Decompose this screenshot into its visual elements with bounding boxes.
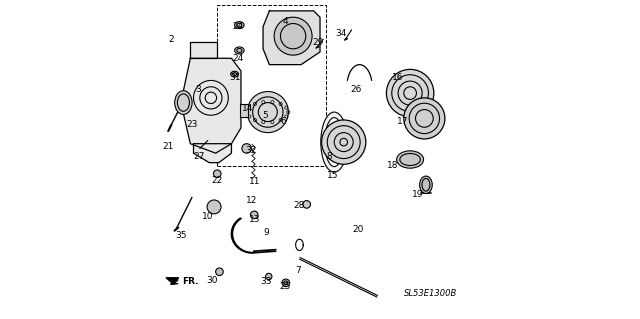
Circle shape bbox=[404, 98, 445, 139]
Text: 25: 25 bbox=[280, 282, 291, 291]
Text: SL53E1300B: SL53E1300B bbox=[404, 289, 458, 298]
Circle shape bbox=[387, 69, 434, 117]
Text: 8: 8 bbox=[326, 152, 332, 161]
Text: 2: 2 bbox=[168, 35, 174, 44]
Text: 24: 24 bbox=[232, 54, 243, 63]
Text: 15: 15 bbox=[327, 171, 339, 180]
Circle shape bbox=[213, 170, 221, 178]
Ellipse shape bbox=[235, 47, 244, 54]
Text: 28: 28 bbox=[294, 201, 305, 210]
Text: 30: 30 bbox=[207, 276, 218, 285]
Text: 14: 14 bbox=[241, 104, 253, 113]
Polygon shape bbox=[190, 42, 217, 58]
Text: 16: 16 bbox=[392, 73, 403, 82]
Circle shape bbox=[282, 279, 290, 286]
Polygon shape bbox=[181, 58, 241, 153]
Circle shape bbox=[207, 200, 221, 214]
Text: 21: 21 bbox=[162, 142, 173, 151]
Text: 24: 24 bbox=[232, 22, 243, 31]
Text: 3: 3 bbox=[195, 85, 201, 94]
Ellipse shape bbox=[324, 118, 344, 167]
Text: 31: 31 bbox=[229, 73, 241, 82]
Text: 13: 13 bbox=[250, 215, 261, 224]
Text: 5: 5 bbox=[262, 111, 268, 120]
Text: 33: 33 bbox=[260, 277, 272, 286]
Text: 10: 10 bbox=[202, 212, 214, 221]
Text: 35: 35 bbox=[175, 231, 187, 240]
Ellipse shape bbox=[230, 71, 239, 77]
Text: 11: 11 bbox=[250, 177, 261, 186]
Ellipse shape bbox=[321, 112, 348, 172]
Text: 7: 7 bbox=[295, 266, 301, 275]
Polygon shape bbox=[193, 144, 232, 163]
Text: 4: 4 bbox=[282, 18, 288, 26]
Circle shape bbox=[266, 273, 272, 280]
Circle shape bbox=[250, 211, 258, 219]
Text: 32: 32 bbox=[245, 145, 257, 154]
Ellipse shape bbox=[175, 91, 192, 115]
Text: 12: 12 bbox=[246, 196, 258, 205]
Polygon shape bbox=[263, 11, 320, 65]
Bar bbox=[240, 104, 248, 117]
Text: 19: 19 bbox=[412, 190, 424, 199]
Text: 22: 22 bbox=[212, 175, 223, 185]
Circle shape bbox=[247, 92, 289, 133]
Ellipse shape bbox=[235, 22, 244, 29]
Text: 20: 20 bbox=[352, 225, 364, 234]
Ellipse shape bbox=[420, 176, 432, 194]
Text: 26: 26 bbox=[351, 85, 362, 94]
Text: 9: 9 bbox=[264, 228, 269, 237]
Text: 18: 18 bbox=[387, 161, 399, 170]
Text: 17: 17 bbox=[396, 117, 408, 126]
Text: FR.: FR. bbox=[182, 278, 198, 286]
Text: 27: 27 bbox=[193, 152, 205, 161]
Circle shape bbox=[274, 17, 312, 55]
Text: 23: 23 bbox=[186, 120, 198, 129]
Text: 29: 29 bbox=[313, 38, 324, 47]
Circle shape bbox=[242, 144, 252, 153]
Text: 34: 34 bbox=[335, 28, 346, 38]
Circle shape bbox=[216, 268, 223, 276]
Text: 6: 6 bbox=[281, 117, 287, 126]
Circle shape bbox=[303, 201, 310, 208]
Polygon shape bbox=[166, 278, 179, 284]
Ellipse shape bbox=[397, 151, 424, 168]
Circle shape bbox=[321, 120, 366, 164]
